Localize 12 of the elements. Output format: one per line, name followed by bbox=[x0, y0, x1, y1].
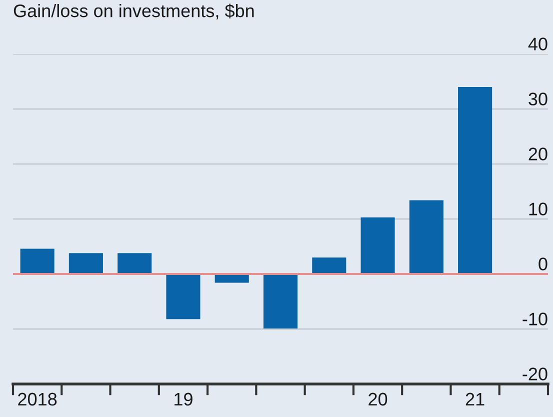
y-tick-label: 30 bbox=[528, 92, 548, 106]
y-tick-label: 20 bbox=[528, 148, 548, 160]
y-tick-label: -20 bbox=[522, 368, 548, 380]
y-tick-label: -10 bbox=[522, 312, 548, 326]
chart-title: Gain/loss on investments, $bn bbox=[14, 4, 254, 20]
x-tick-label: 21 bbox=[466, 392, 484, 406]
y-tick-label: 10 bbox=[529, 202, 548, 216]
x-tick-label: 19 bbox=[174, 392, 192, 406]
y-tick-label: 0 bbox=[538, 258, 548, 270]
x-tick-label: 2018 bbox=[18, 392, 57, 406]
x-tick-label: 20 bbox=[368, 392, 388, 406]
y-tick-label: 40 bbox=[528, 38, 548, 50]
